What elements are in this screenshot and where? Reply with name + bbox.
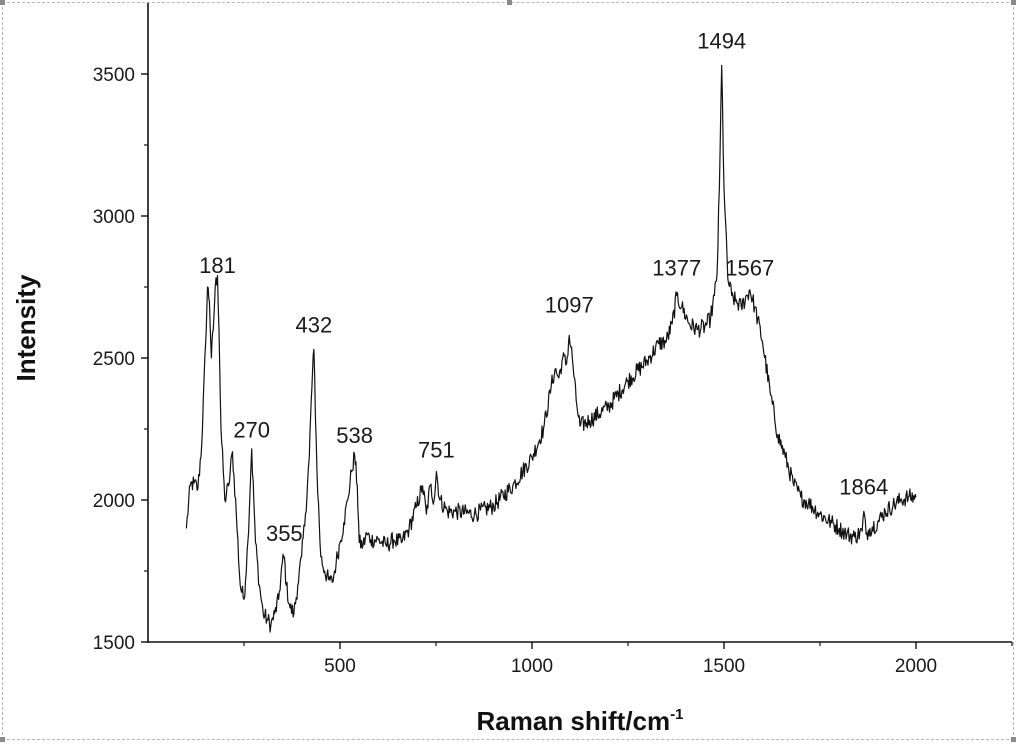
y-tick-label: 3500	[93, 65, 135, 86]
x-axis-title-text: Raman shift/cm	[477, 706, 671, 736]
peak-label-355: 355	[266, 521, 303, 546]
peak-label-1864: 1864	[839, 474, 888, 499]
x-tick-label: 1500	[703, 656, 745, 677]
peak-label-538: 538	[336, 423, 373, 448]
y-tick-label: 1500	[93, 633, 135, 654]
x-ticks: 500 1000 1500 2000	[243, 642, 1013, 677]
axes	[147, 3, 1012, 643]
resize-handle-top-left[interactable]	[0, 0, 5, 5]
peak-label-1377: 1377	[652, 256, 701, 281]
peak-label-270: 270	[233, 418, 270, 443]
peak-label-181: 181	[199, 253, 236, 278]
y-axis-title: Intensity	[11, 274, 41, 381]
resize-handle-bottom-left[interactable]	[0, 737, 5, 742]
spectrum-line	[185, 64, 917, 633]
resize-handle-top-middle[interactable]	[507, 0, 512, 5]
resize-handle-top-right[interactable]	[1011, 0, 1016, 5]
x-tick-label: 1000	[511, 656, 553, 677]
x-tick-label: 500	[324, 656, 356, 677]
peak-annotations: 181 270 355 432 538 751 1097 1377 1494 1567 1864	[199, 28, 888, 546]
peak-label-1567: 1567	[725, 256, 774, 281]
y-tick-label: 3000	[93, 207, 135, 228]
y-ticks: 1500 2000 2500 3000 3500	[93, 65, 148, 654]
peak-label-432: 432	[296, 312, 333, 337]
x-axis-title: Raman shift/cm-1	[477, 706, 684, 736]
peak-label-751: 751	[418, 437, 455, 462]
peak-label-1494: 1494	[697, 28, 746, 53]
x-tick-label: 2000	[895, 656, 937, 677]
peak-label-1097: 1097	[545, 293, 594, 318]
x-axis-title-superscript: -1	[670, 706, 683, 723]
y-tick-label: 2500	[93, 349, 135, 370]
resize-handle-bottom-right[interactable]	[1011, 737, 1016, 742]
y-tick-label: 2000	[93, 491, 135, 512]
